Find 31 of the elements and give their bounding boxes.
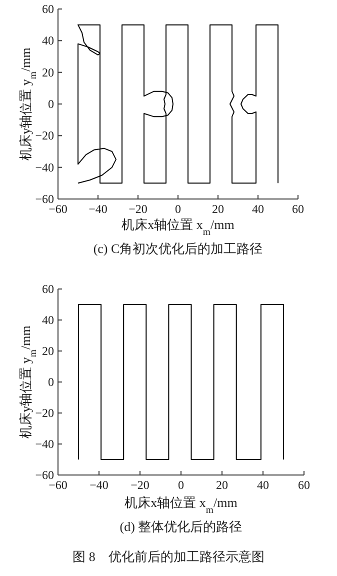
y-tick-label: −60 — [35, 468, 54, 482]
x-tick-label: 20 — [216, 478, 228, 492]
x-tick-label: −20 — [128, 202, 148, 216]
x-tick-label: −40 — [90, 478, 108, 492]
text: (c) C角初次优化后的加工路径 — [93, 241, 263, 256]
y-tick-label: −60 — [35, 192, 54, 206]
x-tick-label: 20 — [212, 202, 224, 216]
x-tick-label: 60 — [292, 202, 304, 216]
x-tick-label: 60 — [298, 478, 310, 492]
y-tick-label: 20 — [42, 65, 54, 80]
text: (d) 整体优化后的路径 — [120, 519, 242, 534]
x-tick-label: 0 — [175, 202, 181, 216]
x-axis-title: 机床x轴位置 x$_{m}$/mm — [122, 217, 234, 238]
y-tick-label: 0 — [48, 375, 54, 389]
y-tick-label: 40 — [42, 313, 54, 327]
y-tick-label: 60 — [42, 282, 54, 296]
x-tick-label: 40 — [257, 478, 269, 492]
x-tick-label: 40 — [252, 202, 264, 216]
x-tick-label: 0 — [178, 478, 184, 492]
x-tick-label: −40 — [88, 202, 108, 216]
y-tick-label: 40 — [42, 34, 54, 48]
y-tick-label: −40 — [35, 437, 54, 451]
y-tick-label: −20 — [35, 128, 54, 143]
y-tick-label: −20 — [35, 406, 54, 420]
x-axis-title: 机床x轴位置 x$_{m}$/mm — [124, 495, 238, 516]
x-tick-label: −20 — [130, 478, 150, 492]
y-tick-label: 60 — [42, 2, 54, 16]
y-tick-label: 0 — [48, 97, 54, 111]
y-tick-label: 20 — [42, 344, 54, 358]
y-tick-label: −40 — [35, 160, 54, 174]
caption: 图 8 优化前后的加工路径示意图 — [72, 549, 264, 564]
